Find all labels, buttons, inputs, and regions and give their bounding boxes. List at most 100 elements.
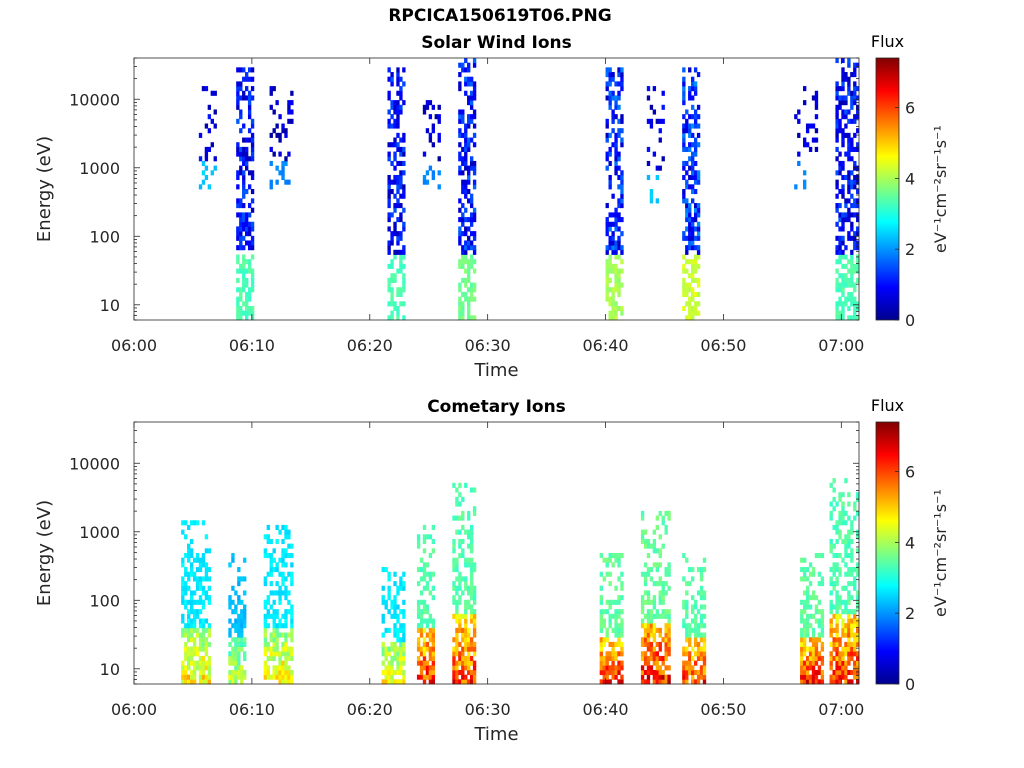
spectrogram-cell: [469, 595, 474, 601]
spectrogram-cell: [693, 604, 698, 610]
spectrogram-cell: [620, 184, 624, 190]
spectrogram-cell: [696, 245, 701, 251]
spectrogram-cell: [693, 90, 698, 96]
spectrogram-cell: [611, 655, 615, 662]
spectrogram-cell: [461, 651, 465, 657]
spectrogram-cell: [620, 231, 624, 237]
spectrogram-cell: [393, 627, 397, 633]
spectrogram-cell: [452, 646, 456, 652]
spectrogram-cell: [608, 226, 612, 232]
spectrogram-cell: [461, 627, 465, 633]
spectrogram-cell: [472, 646, 477, 652]
spectrogram-cell: [281, 160, 285, 167]
spectrogram-cell: [699, 623, 704, 629]
spectrogram-cell: [190, 599, 194, 605]
spectrogram-cell: [419, 576, 424, 582]
spectrogram-cell: [835, 287, 839, 293]
spectrogram-cell: [832, 543, 836, 549]
spectrogram-cell: [228, 679, 232, 685]
spectrogram-cell: [688, 123, 692, 129]
spectrogram-cell: [467, 296, 471, 302]
spectrogram-cell: [696, 679, 701, 685]
spectrogram-cell: [835, 665, 839, 671]
spectrogram-cell: [461, 515, 465, 521]
spectrogram-cell: [646, 613, 651, 619]
spectrogram-cell: [599, 618, 603, 624]
spectrogram-cell: [682, 86, 686, 92]
spectrogram-cell: [691, 604, 695, 610]
spectrogram-cell: [696, 207, 701, 213]
spectrogram-cell: [198, 679, 203, 685]
spectrogram-cell: [850, 193, 854, 199]
spectrogram-cell: [685, 665, 689, 671]
spectrogram-cell: [210, 170, 214, 176]
spectrogram-cell: [472, 170, 477, 176]
spectrogram-cell: [691, 655, 695, 662]
spectrogram-cell: [204, 660, 209, 666]
spectrogram-cell: [187, 655, 191, 662]
spectrogram-cell: [472, 609, 477, 615]
spectrogram-cell: [396, 305, 400, 312]
spectrogram-cell: [800, 599, 804, 605]
spectrogram-cell: [195, 609, 200, 615]
spectrogram-cell: [402, 674, 406, 680]
spectrogram-cell: [850, 249, 854, 255]
spectrogram-cell: [652, 669, 657, 676]
spectrogram-cell: [425, 660, 430, 666]
spectrogram-cell: [844, 109, 848, 115]
spectrogram-cell: [699, 655, 704, 662]
spectrogram-cell: [853, 305, 857, 312]
spectrogram-cell: [396, 627, 400, 633]
spectrogram-cell: [841, 282, 845, 288]
spectrogram-cell: [402, 100, 406, 106]
spectrogram-cell: [691, 95, 695, 101]
spectrogram-cell: [190, 627, 194, 633]
spectrogram-cell: [416, 534, 421, 540]
spectrogram-cell: [190, 623, 194, 629]
spectrogram-cell: [278, 571, 282, 577]
spectrogram-cell: [243, 655, 247, 662]
spectrogram-cell: [820, 646, 825, 652]
spectrogram-cell: [269, 553, 273, 559]
spectrogram-cell: [387, 595, 391, 601]
spectrogram-cell: [614, 277, 618, 283]
spectrogram-cell: [841, 109, 845, 115]
spectrogram-cell: [803, 679, 807, 685]
spectrogram-cell: [696, 174, 701, 181]
spectrogram-cell: [617, 268, 621, 274]
spectrogram-cell: [250, 273, 255, 279]
spectrogram-cell: [835, 310, 839, 316]
spectrogram-cell: [461, 67, 465, 73]
spectrogram-cell: [467, 146, 471, 152]
spectrogram-cell: [464, 296, 468, 302]
spectrogram-cell: [195, 632, 200, 638]
spectrogram-cell: [850, 273, 854, 279]
spectrogram-cell: [422, 660, 427, 666]
spectrogram-cell: [850, 221, 854, 227]
spectrogram-cell: [266, 655, 270, 662]
spectrogram-cell: [850, 90, 854, 96]
spectrogram-cell: [856, 632, 860, 638]
spectrogram-cell: [207, 576, 212, 582]
spectrogram-cell: [472, 632, 477, 638]
spectrogram-cell: [814, 646, 819, 652]
spectrogram-cell: [263, 669, 268, 676]
spectrogram-cell: [853, 515, 857, 521]
spectrogram-cell: [458, 627, 462, 633]
spectrogram-cell: [247, 100, 252, 106]
spectrogram-cell: [201, 632, 206, 638]
spectrogram-cell: [853, 581, 857, 587]
spectrogram-cell: [688, 315, 692, 321]
spectrogram-cell: [431, 585, 436, 591]
spectrogram-cell: [617, 240, 621, 246]
spectrogram-cell: [847, 207, 851, 213]
spectrogram-cell: [696, 221, 701, 227]
spectrogram-cell: [611, 651, 615, 657]
spectrogram-cell: [396, 660, 400, 666]
spectrogram-cell: [853, 282, 857, 288]
spectrogram-cell: [198, 562, 203, 568]
spectrogram-cell: [461, 655, 465, 662]
spectrogram-cell: [281, 632, 285, 638]
spectrogram-cell: [393, 174, 397, 181]
spectrogram-cell: [461, 665, 465, 671]
